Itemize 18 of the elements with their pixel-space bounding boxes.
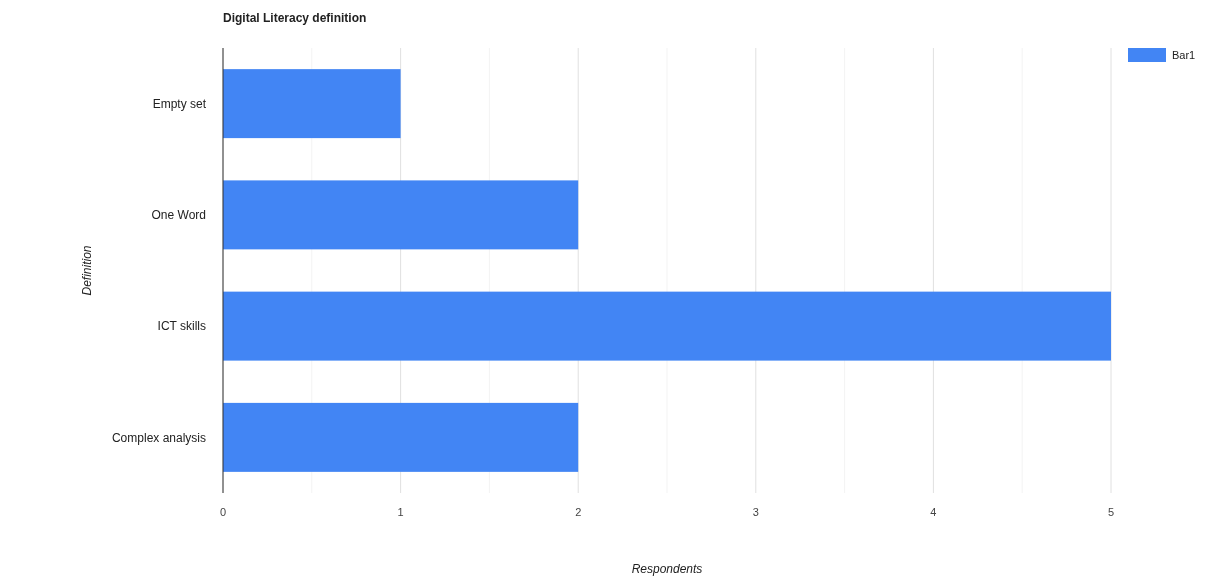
bar [223, 402, 579, 472]
bar [223, 291, 1111, 361]
y-axis-title: Definition [80, 245, 95, 296]
legend-label: Bar1 [1172, 48, 1196, 61]
x-tick-label: 1 [397, 506, 404, 518]
x-tick-label: 4 [930, 506, 937, 518]
bar [223, 180, 579, 250]
chart-title: Digital Literacy definition [223, 11, 367, 25]
bar [223, 69, 401, 139]
x-tick-label: 0 [219, 506, 227, 518]
y-tick-label: One Word [151, 208, 206, 223]
x-tick-label: 2 [575, 506, 582, 518]
y-tick-label: Empty set [152, 96, 207, 111]
x-tick-label: 3 [752, 506, 759, 518]
y-tick-label: Complex analysis [111, 430, 206, 445]
x-tick-label: 5 [1107, 506, 1115, 518]
y-tick-label: ICT skills [157, 319, 206, 334]
x-axis-title: Respondents [631, 562, 703, 576]
